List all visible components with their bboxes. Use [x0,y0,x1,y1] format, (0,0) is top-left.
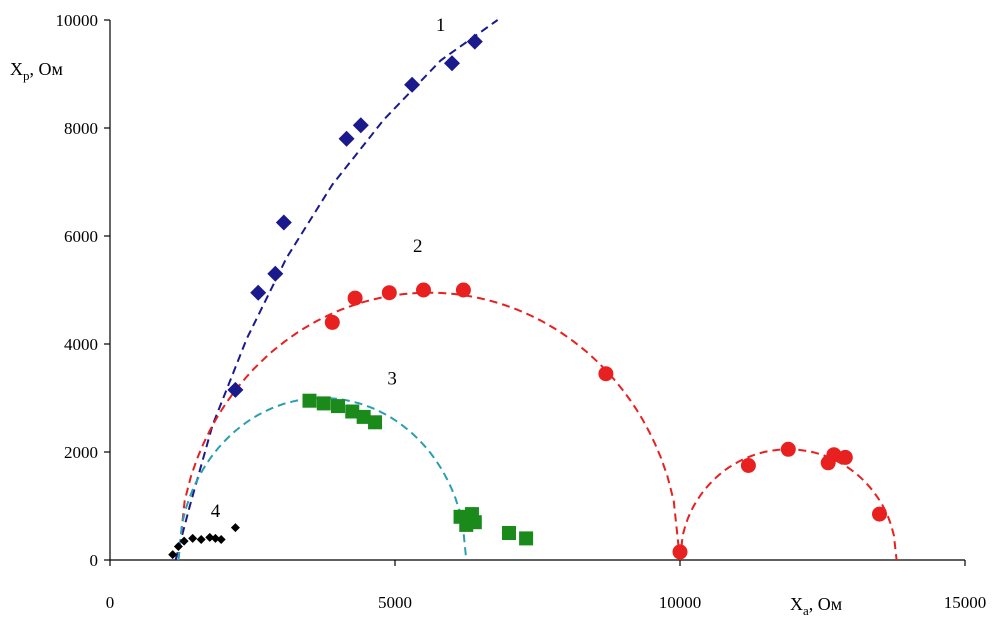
marker-series-2 [826,447,842,463]
marker-series-2 [416,282,431,298]
data-markers [168,33,887,560]
y-tick-label: 10000 [56,11,99,30]
marker-series-1 [250,284,267,301]
marker-series-2 [780,441,796,457]
fit-curve-1 [174,19,499,561]
marker-series-1 [267,265,284,282]
y-tick-label: 8000 [64,119,98,138]
y-tick-label: 6000 [64,227,98,246]
fit-arc-2-0 [177,291,681,561]
marker-series-4 [210,533,220,543]
marker-series-4 [196,534,206,544]
marker-series-1 [466,33,483,50]
marker-series-4 [230,523,240,533]
x-tick-label: 0 [106,593,115,612]
y-tick-label: 0 [90,551,99,570]
x-axis-label: Xa, Ом [790,594,842,618]
marker-series-1 [275,214,292,231]
x-tick-label: 15000 [944,593,987,612]
marker-series-2 [672,544,688,560]
marker-series-4 [216,534,226,544]
marker-series-3 [502,526,516,540]
x-tick-label: 5000 [378,593,412,612]
marker-series-1 [444,55,460,72]
marker-series-2 [455,282,471,298]
marker-series-2 [598,366,614,382]
marker-series-3 [356,409,371,424]
marker-series-1 [404,76,421,93]
y-tick-label: 4000 [64,335,98,354]
marker-series-3 [464,507,479,522]
marker-series-2 [381,285,397,301]
fit-curves [174,19,898,561]
y-tick-label: 2000 [64,443,98,462]
marker-series-4 [168,550,178,560]
marker-series-3 [519,531,534,546]
marker-series-4 [173,542,183,551]
marker-series-2 [872,506,887,522]
marker-series-2 [324,314,340,330]
marker-series-4 [188,533,198,543]
marker-series-1 [352,117,369,134]
marker-series-4 [205,532,215,542]
marker-series-3 [316,396,331,411]
y-axis-label: Xp, Ом [10,59,63,83]
marker-series-1 [338,130,355,147]
marker-series-3 [368,415,383,430]
marker-series-1 [227,381,244,398]
curve-label-4: 4 [211,501,221,522]
y-axis: 0 2000 4000 6000 8000 10000 Xp, Ом [10,11,111,570]
x-axis: 0 5000 10000 15000 Xa, Ом [106,559,987,618]
marker-series-3 [302,393,317,408]
fit-arc-2-1 [679,448,898,561]
curve-label-1: 1 [436,15,446,36]
x-tick-label: 10000 [659,593,702,612]
marker-series-3 [331,399,345,414]
marker-series-4 [179,536,189,546]
marker-series-2 [837,449,853,465]
curve-labels: 1 2 3 4 [211,15,446,522]
marker-series-3 [345,404,360,419]
marker-series-2 [740,458,756,473]
curve-label-3: 3 [387,369,397,390]
curve-label-2: 2 [413,236,423,257]
marker-series-2 [347,290,363,306]
